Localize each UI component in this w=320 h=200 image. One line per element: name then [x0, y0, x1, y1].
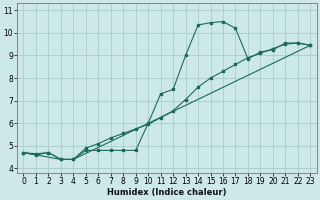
X-axis label: Humidex (Indice chaleur): Humidex (Indice chaleur)	[107, 188, 227, 197]
